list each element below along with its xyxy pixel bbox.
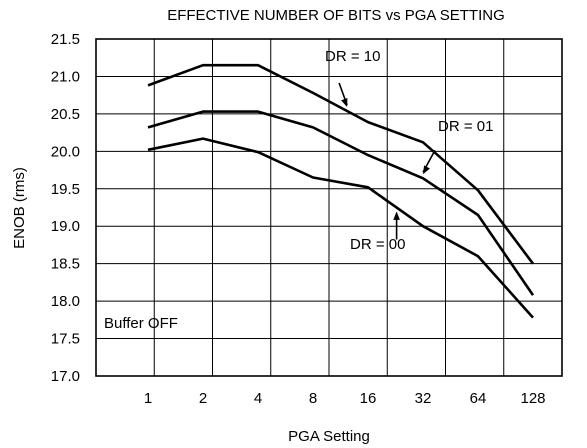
series-label: DR = 00 bbox=[350, 236, 405, 253]
series-label: DR = 01 bbox=[438, 118, 493, 135]
y-tick-label: 20.5 bbox=[51, 106, 80, 123]
annotation-arrowhead bbox=[393, 211, 400, 220]
x-tick-label: 8 bbox=[309, 390, 317, 407]
x-axis-label: PGA Setting bbox=[288, 428, 370, 445]
series-line-0 bbox=[147, 63, 535, 265]
x-tick-label: 1 bbox=[144, 390, 152, 407]
y-tick-label: 17.5 bbox=[51, 331, 80, 348]
x-tick-labels: 1 2 4 8 16 32 64 128 bbox=[144, 390, 546, 407]
x-tick-label: 4 bbox=[254, 390, 262, 407]
grid bbox=[96, 38, 562, 377]
y-tick-label: 21.0 bbox=[51, 68, 80, 85]
y-tick-label: 18.0 bbox=[51, 293, 80, 310]
series-line-2 bbox=[147, 137, 534, 319]
series-line-1 bbox=[147, 110, 535, 296]
chart-title: EFFECTIVE NUMBER OF BITS vs PGA SETTING bbox=[167, 7, 505, 24]
y-tick-label: 21.5 bbox=[51, 31, 80, 48]
series-annotations: DR = 10 DR = 01 DR = 00 bbox=[325, 48, 493, 253]
x-tick-label: 16 bbox=[360, 390, 377, 407]
y-tick-label: 19.0 bbox=[51, 218, 80, 235]
buffer-note: Buffer OFF bbox=[104, 315, 178, 332]
x-tick-label: 64 bbox=[470, 390, 487, 407]
series-label: DR = 10 bbox=[325, 48, 380, 65]
y-tick-label: 20.0 bbox=[51, 143, 80, 160]
x-tick-label: 32 bbox=[415, 390, 432, 407]
plot-frame bbox=[95, 38, 563, 377]
y-tick-label: 19.5 bbox=[51, 181, 80, 198]
annotation-arrowhead bbox=[423, 165, 430, 175]
y-axis-label: ENOB (rms) bbox=[11, 167, 28, 249]
x-tick-label: 128 bbox=[520, 390, 545, 407]
y-tick-label: 17.0 bbox=[51, 368, 80, 385]
y-tick-labels: 17.0 17.5 18.0 18.5 19.0 19.5 20.0 20.5 21.0 21.5 bbox=[51, 31, 80, 385]
x-tick-label: 2 bbox=[199, 390, 207, 407]
series-lines bbox=[147, 63, 535, 319]
y-tick-label: 18.5 bbox=[51, 256, 80, 273]
annotation-arrowhead bbox=[341, 98, 348, 108]
